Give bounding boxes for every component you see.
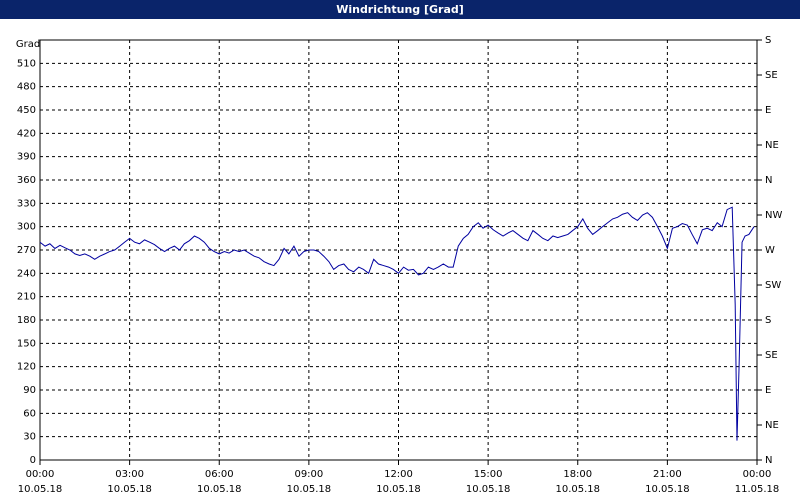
y-tick-label: 450	[17, 105, 36, 116]
x-tick-label: 06:00	[205, 469, 234, 480]
y-tick-label: 270	[17, 245, 36, 256]
y-tick-label: 90	[23, 385, 36, 396]
chart-title: Windrichtung [Grad]	[336, 3, 464, 16]
x-tick-date: 10.05.18	[645, 484, 690, 495]
y-tick-label: 210	[17, 292, 36, 303]
x-tick-label: 18:00	[563, 469, 592, 480]
x-tick-date: 10.05.18	[466, 484, 511, 495]
y2-tick-label: S	[765, 35, 771, 46]
y-tick-label: 480	[17, 82, 36, 93]
x-tick-label: 12:00	[384, 469, 413, 480]
y2-tick-label: SE	[765, 70, 778, 81]
x-tick-date: 11.05.18	[735, 484, 780, 495]
x-tick-label: 21:00	[653, 469, 682, 480]
y2-tick-label: SW	[765, 280, 781, 291]
x-tick-label: 09:00	[294, 469, 323, 480]
y2-tick-label: E	[765, 385, 771, 396]
x-tick-date: 10.05.18	[287, 484, 332, 495]
y-tick-label: 180	[17, 315, 36, 326]
y-axis-label: Grad	[16, 39, 40, 50]
y-tick-label: 420	[17, 128, 36, 139]
y-tick-label: 120	[17, 362, 36, 373]
y-tick-label: 390	[17, 152, 36, 163]
y-tick-label: 510	[17, 58, 36, 69]
y2-tick-label: N	[765, 175, 772, 186]
y2-tick-label: NE	[765, 140, 779, 151]
x-tick-label: 00:00	[26, 469, 55, 480]
x-tick-label: 15:00	[474, 469, 503, 480]
y2-tick-label: NW	[765, 210, 782, 221]
y-tick-label: 60	[23, 408, 36, 419]
y-tick-label: 30	[23, 432, 36, 443]
x-tick-date: 10.05.18	[376, 484, 421, 495]
y-tick-label: 240	[17, 268, 36, 279]
x-tick-date: 10.05.18	[197, 484, 242, 495]
x-tick-date: 10.05.18	[555, 484, 600, 495]
y-tick-label: 330	[17, 198, 36, 209]
y-tick-label: 150	[17, 338, 36, 349]
x-tick-label: 00:00	[743, 469, 772, 480]
x-tick-date: 10.05.18	[107, 484, 152, 495]
x-tick-label: 03:00	[115, 469, 144, 480]
y-tick-label: 300	[17, 222, 36, 233]
title-bar	[0, 0, 800, 19]
y2-tick-label: NE	[765, 420, 779, 431]
y2-tick-label: E	[765, 105, 771, 116]
y2-tick-label: S	[765, 315, 771, 326]
y2-tick-label: SE	[765, 350, 778, 361]
y-tick-label: 360	[17, 175, 36, 186]
y-tick-label: 0	[30, 455, 36, 466]
x-tick-date: 10.05.18	[18, 484, 63, 495]
data-line	[39, 206, 755, 441]
y2-tick-label: N	[765, 455, 772, 466]
y2-tick-label: W	[765, 245, 775, 256]
